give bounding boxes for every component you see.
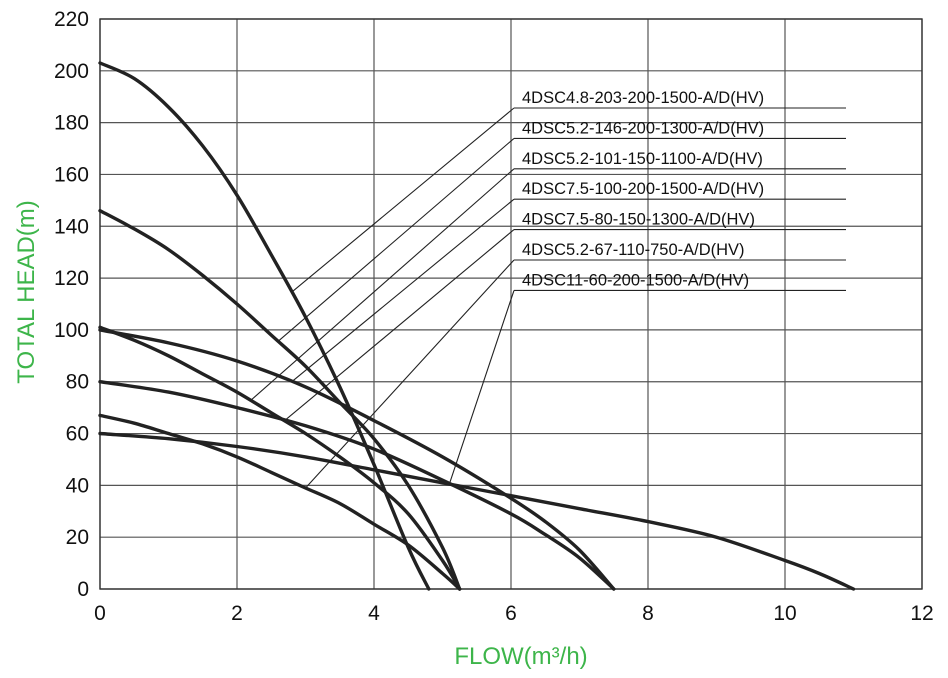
y-tick-label-5: 100: [54, 319, 89, 342]
legend-leader-line-1: [277, 137, 515, 342]
y-tick-label-2: 40: [66, 474, 89, 497]
legend-leader-line-3: [291, 198, 515, 383]
x-tick-label-3: 6: [505, 602, 517, 625]
legend-label-0: 4DSC4.8-203-200-1500-A/D(HV): [522, 89, 764, 107]
y-tick-label-8: 160: [54, 163, 89, 186]
y-tick-label-11: 220: [54, 8, 89, 31]
series-line-5: [98, 413, 462, 591]
series-line-0: [98, 61, 431, 591]
x-tick-label-4: 8: [642, 602, 654, 625]
y-axis-title: TOTAL HEAD(m): [13, 200, 40, 384]
legend-leader-line-0: [291, 107, 515, 293]
legend-label-3: 4DSC7.5-100-200-1500-A/D(HV): [522, 180, 764, 198]
legend-label-2: 4DSC5.2-101-150-1100-A/D(HV): [522, 150, 763, 168]
y-tick-label-7: 140: [54, 215, 89, 238]
series-line-3: [98, 328, 616, 591]
series-line-4: [98, 380, 616, 591]
y-tick-label-0: 0: [77, 578, 89, 601]
y-tick-label-1: 20: [66, 526, 89, 549]
x-tick-label-6: 12: [910, 602, 933, 625]
plot-frame: [99, 18, 923, 590]
y-tick-label-6: 120: [54, 267, 89, 290]
y-tick-label-10: 200: [54, 60, 89, 83]
legend-leader-line-5: [305, 259, 515, 489]
x-axis-title: FLOW(m³/h): [454, 643, 587, 670]
series-line-6: [98, 431, 856, 591]
x-tick-label-1: 2: [231, 602, 243, 625]
legend-label-6: 4DSC11-60-200-1500-A/D(HV): [522, 271, 749, 289]
series-line-1: [98, 209, 462, 591]
legend-label-5: 4DSC5.2-67-110-750-A/D(HV): [522, 241, 745, 259]
series-line-2: [98, 325, 462, 591]
legend-label-4: 4DSC7.5-80-150-1300-A/D(HV): [522, 211, 755, 229]
y-tick-label-9: 180: [54, 112, 89, 135]
legend-leader-line-4: [284, 229, 515, 421]
legend: 4DSC4.8-203-200-1500-A/D(HV) 4DSC5.2-146-…: [250, 89, 846, 489]
legend-leader-line-2: [250, 168, 515, 401]
x-tick-label-0: 0: [94, 602, 106, 625]
grid: [99, 18, 923, 590]
x-tick-label-5: 10: [773, 602, 796, 625]
y-tick-label-4: 80: [66, 371, 89, 394]
curves: [98, 61, 856, 591]
y-tick-label-3: 60: [66, 423, 89, 446]
legend-label-1: 4DSC5.2-146-200-1300-A/D(HV): [522, 119, 764, 137]
legend-leader-line-6: [448, 290, 515, 485]
x-tick-label-2: 4: [368, 602, 380, 625]
